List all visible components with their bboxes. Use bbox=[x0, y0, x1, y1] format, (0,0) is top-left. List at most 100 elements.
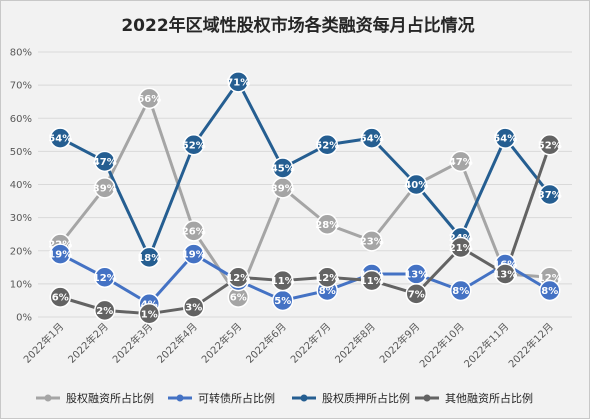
legend-item: 股权质押所占比例 bbox=[292, 391, 410, 405]
data-point bbox=[138, 302, 160, 325]
y-tick-label: 10% bbox=[10, 279, 32, 290]
legend-label: 股权融资所占比例 bbox=[66, 391, 154, 405]
y-tick-label: 50% bbox=[10, 147, 32, 158]
data-point bbox=[361, 127, 383, 149]
data-label: 1% bbox=[141, 309, 158, 320]
y-tick-label: 40% bbox=[10, 180, 32, 191]
x-tick-label: 2022年9月 bbox=[377, 320, 423, 366]
data-point bbox=[49, 286, 71, 308]
data-label: 39% bbox=[271, 183, 295, 194]
y-tick-label: 0% bbox=[16, 313, 32, 324]
data-label: 11% bbox=[360, 276, 384, 287]
data-point bbox=[227, 266, 249, 288]
data-point bbox=[539, 134, 561, 156]
data-point bbox=[361, 230, 383, 252]
data-label: 52% bbox=[182, 140, 206, 151]
data-label: 54% bbox=[48, 134, 72, 145]
data-point bbox=[494, 127, 516, 149]
x-tick-label: 2022年7月 bbox=[288, 320, 334, 366]
data-point bbox=[405, 283, 427, 305]
y-tick-label: 20% bbox=[10, 246, 32, 257]
data-point bbox=[450, 236, 472, 259]
data-label: 3% bbox=[185, 303, 202, 314]
data-label: 52% bbox=[538, 140, 562, 151]
data-label: 66% bbox=[137, 94, 161, 105]
data-label: 52% bbox=[315, 140, 339, 151]
data-point bbox=[316, 134, 338, 156]
data-point bbox=[450, 279, 472, 302]
data-label: 11% bbox=[271, 276, 295, 287]
data-point bbox=[316, 213, 338, 235]
chart-title: 2022年区域性股权市场各类融资每月占比情况 bbox=[121, 15, 474, 36]
data-label: 13% bbox=[404, 270, 428, 281]
legend-item: 可转债所占比例 bbox=[168, 391, 275, 405]
data-label: 19% bbox=[182, 250, 206, 261]
y-tick-label: 70% bbox=[10, 81, 32, 92]
data-point bbox=[539, 279, 561, 302]
legend-marker bbox=[300, 394, 308, 402]
data-point bbox=[316, 266, 338, 288]
data-label: 26% bbox=[182, 226, 206, 237]
legend-label: 可转债所占比例 bbox=[198, 391, 275, 405]
data-label: 5% bbox=[274, 296, 291, 307]
data-point bbox=[361, 269, 383, 292]
data-label: 13% bbox=[493, 270, 517, 281]
data-point bbox=[539, 183, 561, 206]
series-line bbox=[59, 96, 550, 299]
data-label: 7% bbox=[408, 289, 425, 300]
series-line bbox=[59, 144, 552, 316]
data-point bbox=[494, 263, 516, 285]
legend-marker bbox=[423, 394, 431, 402]
x-tick-label: 2022年10月 bbox=[417, 320, 467, 370]
series-line bbox=[59, 80, 551, 259]
data-label: 8% bbox=[541, 286, 558, 297]
data-point bbox=[272, 269, 294, 292]
data-label: 6% bbox=[230, 293, 247, 304]
data-label: 47% bbox=[449, 157, 473, 168]
data-point bbox=[450, 150, 472, 173]
data-point bbox=[138, 87, 160, 110]
data-point bbox=[183, 243, 205, 265]
data-label: 71% bbox=[226, 77, 250, 88]
data-point bbox=[49, 127, 71, 149]
data-point bbox=[94, 150, 116, 173]
data-label: 12% bbox=[315, 273, 339, 284]
data-point bbox=[183, 296, 205, 318]
x-tick-label: 2022年6月 bbox=[243, 320, 289, 366]
legend-marker bbox=[44, 394, 52, 402]
data-point bbox=[94, 177, 116, 199]
data-label: 2% bbox=[96, 306, 113, 317]
x-tick-label: 2022年1月 bbox=[21, 320, 67, 366]
data-label: 12% bbox=[93, 273, 117, 284]
data-point bbox=[138, 246, 160, 269]
data-label: 23% bbox=[360, 236, 384, 247]
data-label: 45% bbox=[271, 164, 295, 175]
legend-item: 股权融资所占比例 bbox=[36, 391, 154, 405]
x-tick-label: 2022年2月 bbox=[65, 320, 111, 366]
data-label: 47% bbox=[93, 157, 117, 168]
data-label: 8% bbox=[452, 286, 469, 297]
legend-label: 股权质押所占比例 bbox=[322, 391, 410, 405]
legend-marker bbox=[176, 394, 184, 402]
y-tick-label: 60% bbox=[10, 114, 32, 125]
data-point bbox=[94, 266, 116, 288]
data-label: 54% bbox=[360, 134, 384, 145]
data-label: 37% bbox=[538, 190, 562, 201]
data-label: 28% bbox=[315, 220, 339, 231]
x-tick-label: 2022年5月 bbox=[199, 320, 245, 366]
data-label: 18% bbox=[137, 253, 161, 264]
data-point bbox=[94, 299, 116, 322]
data-label: 6% bbox=[52, 293, 69, 304]
data-label: 40% bbox=[404, 180, 428, 191]
data-label: 21% bbox=[449, 243, 473, 254]
x-tick-label: 2022年8月 bbox=[332, 320, 378, 366]
legend-label: 其他融资所占比例 bbox=[445, 391, 533, 405]
x-tick-label: 2022年3月 bbox=[110, 320, 156, 366]
data-point bbox=[183, 220, 205, 242]
data-label: 19% bbox=[48, 250, 72, 261]
y-tick-label: 80% bbox=[10, 48, 32, 59]
data-point bbox=[272, 157, 294, 179]
data-point bbox=[49, 243, 71, 265]
